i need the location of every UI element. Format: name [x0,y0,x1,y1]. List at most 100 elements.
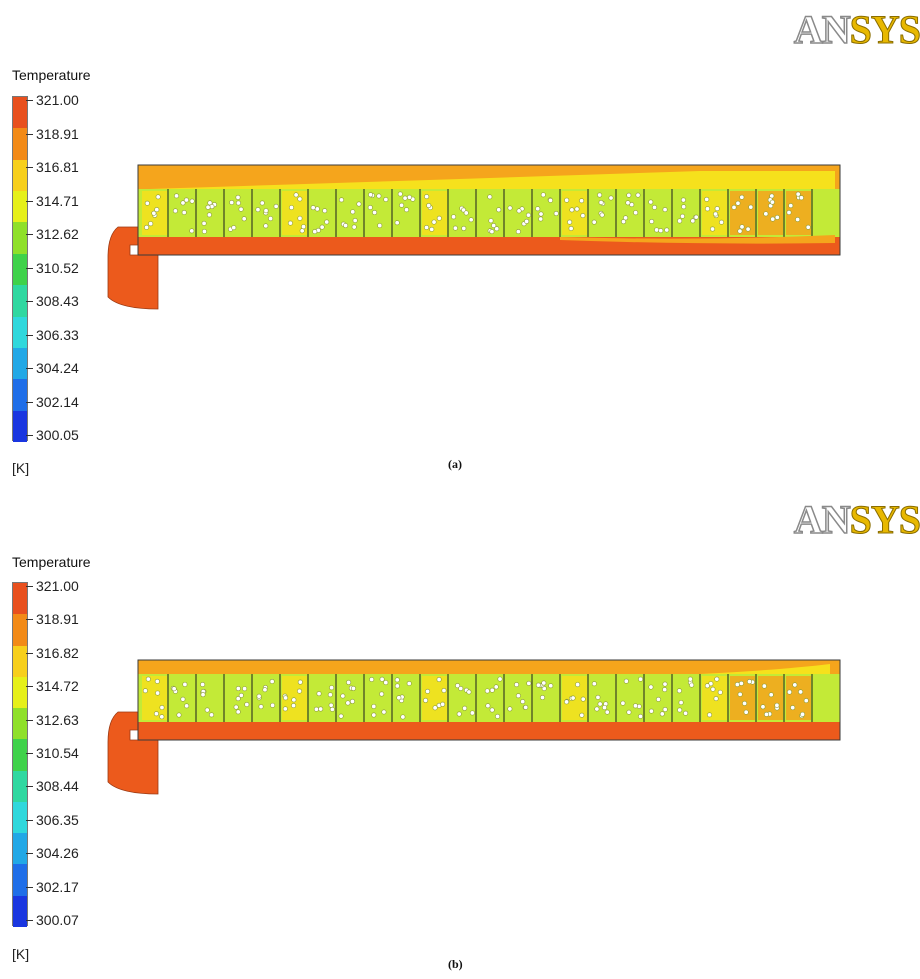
particle [743,709,749,715]
particle [626,709,632,715]
particle [515,693,521,699]
cell [674,191,699,235]
particle [676,688,682,694]
legend-tick-label: 302.14 [36,393,79,410]
particle [458,685,464,691]
particle [507,205,513,211]
legend-tick-label: 321.00 [36,92,79,108]
particle [233,704,239,710]
particle [340,693,346,699]
particle [633,210,639,216]
particle [180,200,186,206]
legend-color-band [13,316,27,348]
particle [282,706,288,712]
particle [567,219,573,225]
legend-tick-label: 304.24 [36,360,79,376]
particle [602,705,608,711]
particle [540,695,546,701]
cell [478,676,503,720]
particle [710,226,716,232]
particle [638,713,644,719]
particle [324,219,330,225]
particle [312,229,318,235]
particle [144,200,150,206]
particle [238,206,244,212]
legend-tick-label: 308.43 [36,293,79,309]
particle [604,709,610,715]
particle [678,700,684,706]
particle [516,208,522,214]
particle [394,683,400,689]
particle [579,198,585,204]
particle [297,196,303,202]
particle [397,191,403,197]
legend-tick [26,686,33,688]
ansys-logo-an: AN [793,6,851,53]
particle [774,214,780,220]
legend-tick-label: 312.62 [36,226,79,242]
particle [774,702,780,708]
particle [659,711,665,717]
particle [579,712,585,718]
legend-tick [26,267,33,269]
particle [690,218,696,224]
legend-tick-label: 308.44 [36,778,79,795]
particle [426,203,432,209]
particle [255,207,261,213]
particle [349,698,355,704]
particle [404,207,410,213]
legend-tick [26,652,33,654]
particle [564,197,570,203]
particle [189,228,195,234]
particle [569,207,575,213]
particle [768,692,774,698]
particle [734,682,740,688]
particle [201,228,207,234]
particle [683,710,689,716]
particle [159,705,165,711]
particle [580,213,586,219]
particle [176,712,182,718]
legend-tick-label: 300.07 [36,912,79,928]
particle [235,686,241,692]
legend-tick-label: 316.82 [36,644,79,661]
particle [489,707,495,713]
particle [369,676,375,682]
legend-tick [26,200,33,202]
particle [346,679,352,685]
particle [180,696,186,702]
particle [713,696,719,702]
particle [608,195,614,201]
particle [371,703,377,709]
particle [451,214,457,220]
particle [256,693,262,699]
legend-color-band [13,833,27,865]
particle [649,219,655,225]
particle [151,210,157,216]
particle [662,681,668,687]
legend-tick-label: 314.72 [36,678,79,695]
particle [623,215,629,221]
particle [745,226,751,232]
particle [268,216,274,222]
particle [786,689,792,695]
particle [209,712,215,718]
particle [737,691,743,697]
particle [489,687,495,693]
legend-tick-label: 314.71 [36,192,79,209]
particle [597,701,603,707]
particle [689,682,695,688]
particle [626,192,632,198]
particle [805,224,811,230]
particle [595,694,601,700]
particle [258,704,264,710]
legend-tick-label: 304.26 [36,845,79,862]
particle [638,676,644,682]
particle [423,697,429,703]
particle [376,193,382,199]
particle [371,712,377,718]
legend-color-band [13,895,27,927]
legend-title: Temperature [12,67,91,83]
particle [456,711,462,717]
particle [786,210,792,216]
